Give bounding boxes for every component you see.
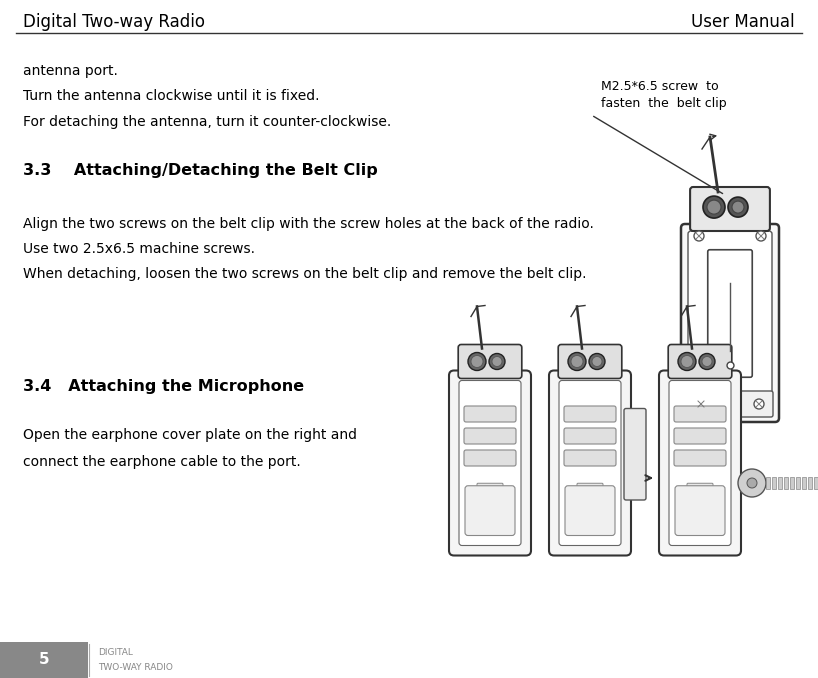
FancyBboxPatch shape xyxy=(565,485,615,536)
FancyBboxPatch shape xyxy=(669,380,731,546)
Bar xyxy=(784,477,788,489)
FancyBboxPatch shape xyxy=(577,483,603,495)
Text: Use two 2.5x6.5 machine screws.: Use two 2.5x6.5 machine screws. xyxy=(23,242,255,256)
FancyBboxPatch shape xyxy=(681,224,779,422)
FancyBboxPatch shape xyxy=(690,187,770,231)
Text: 5: 5 xyxy=(38,652,49,668)
FancyBboxPatch shape xyxy=(464,450,516,466)
FancyBboxPatch shape xyxy=(564,406,616,422)
Text: Open the earphone cover plate on the right and: Open the earphone cover plate on the rig… xyxy=(23,428,357,442)
Circle shape xyxy=(694,231,704,241)
Circle shape xyxy=(699,353,715,370)
Text: TWO-WAY RADIO: TWO-WAY RADIO xyxy=(98,663,173,673)
FancyBboxPatch shape xyxy=(624,409,646,500)
Bar xyxy=(814,477,818,489)
FancyBboxPatch shape xyxy=(449,370,531,555)
Circle shape xyxy=(732,201,744,213)
Circle shape xyxy=(489,353,505,370)
FancyBboxPatch shape xyxy=(708,250,753,377)
Text: DIGITAL: DIGITAL xyxy=(98,648,133,657)
Bar xyxy=(778,477,782,489)
FancyBboxPatch shape xyxy=(674,450,726,466)
Circle shape xyxy=(707,200,721,214)
FancyBboxPatch shape xyxy=(458,344,522,378)
Text: 3.3    Attaching/Detaching the Belt Clip: 3.3 Attaching/Detaching the Belt Clip xyxy=(23,163,378,178)
Circle shape xyxy=(756,231,766,241)
Text: Turn the antenna clockwise until it is fixed.: Turn the antenna clockwise until it is f… xyxy=(23,89,319,103)
FancyBboxPatch shape xyxy=(564,450,616,466)
FancyBboxPatch shape xyxy=(687,483,713,495)
Text: antenna port.: antenna port. xyxy=(23,64,118,78)
Text: When detaching, loosen the two screws on the belt clip and remove the belt clip.: When detaching, loosen the two screws on… xyxy=(23,267,587,281)
FancyBboxPatch shape xyxy=(674,406,726,422)
Circle shape xyxy=(703,196,725,218)
FancyBboxPatch shape xyxy=(549,370,631,555)
Bar xyxy=(772,477,776,489)
FancyBboxPatch shape xyxy=(564,428,616,444)
Bar xyxy=(796,477,800,489)
FancyBboxPatch shape xyxy=(559,380,621,546)
Bar xyxy=(0,642,88,678)
FancyBboxPatch shape xyxy=(464,428,516,444)
Text: Digital Two-way Radio: Digital Two-way Radio xyxy=(23,13,204,31)
FancyBboxPatch shape xyxy=(659,370,741,555)
Circle shape xyxy=(492,357,502,367)
Text: 3.4   Attaching the Microphone: 3.4 Attaching the Microphone xyxy=(23,379,304,394)
FancyBboxPatch shape xyxy=(558,344,622,378)
Bar xyxy=(802,477,806,489)
Circle shape xyxy=(754,399,764,409)
FancyBboxPatch shape xyxy=(688,231,772,415)
Circle shape xyxy=(592,357,602,367)
FancyBboxPatch shape xyxy=(477,483,503,495)
Circle shape xyxy=(747,478,757,488)
Circle shape xyxy=(681,355,693,367)
FancyBboxPatch shape xyxy=(465,485,515,536)
Circle shape xyxy=(468,353,486,370)
Circle shape xyxy=(568,353,586,370)
Circle shape xyxy=(471,355,483,367)
Circle shape xyxy=(678,353,696,370)
Text: M2.5*6.5 screw  to
fasten  the  belt clip: M2.5*6.5 screw to fasten the belt clip xyxy=(601,80,727,110)
FancyBboxPatch shape xyxy=(675,485,725,536)
Circle shape xyxy=(589,353,605,370)
FancyBboxPatch shape xyxy=(464,406,516,422)
Circle shape xyxy=(696,399,706,409)
FancyBboxPatch shape xyxy=(674,428,726,444)
Circle shape xyxy=(702,357,712,367)
Text: Align the two screws on the belt clip with the screw holes at the back of the ra: Align the two screws on the belt clip wi… xyxy=(23,217,594,231)
Bar xyxy=(790,477,794,489)
FancyBboxPatch shape xyxy=(459,380,521,546)
Bar xyxy=(766,477,770,489)
Text: connect the earphone cable to the port.: connect the earphone cable to the port. xyxy=(23,456,301,469)
Circle shape xyxy=(738,469,766,497)
Circle shape xyxy=(571,355,583,367)
Text: For detaching the antenna, turn it counter-clockwise.: For detaching the antenna, turn it count… xyxy=(23,115,391,129)
Text: User Manual: User Manual xyxy=(691,13,795,31)
Bar xyxy=(808,477,812,489)
Circle shape xyxy=(728,197,748,217)
FancyBboxPatch shape xyxy=(687,391,773,417)
FancyBboxPatch shape xyxy=(668,344,732,378)
